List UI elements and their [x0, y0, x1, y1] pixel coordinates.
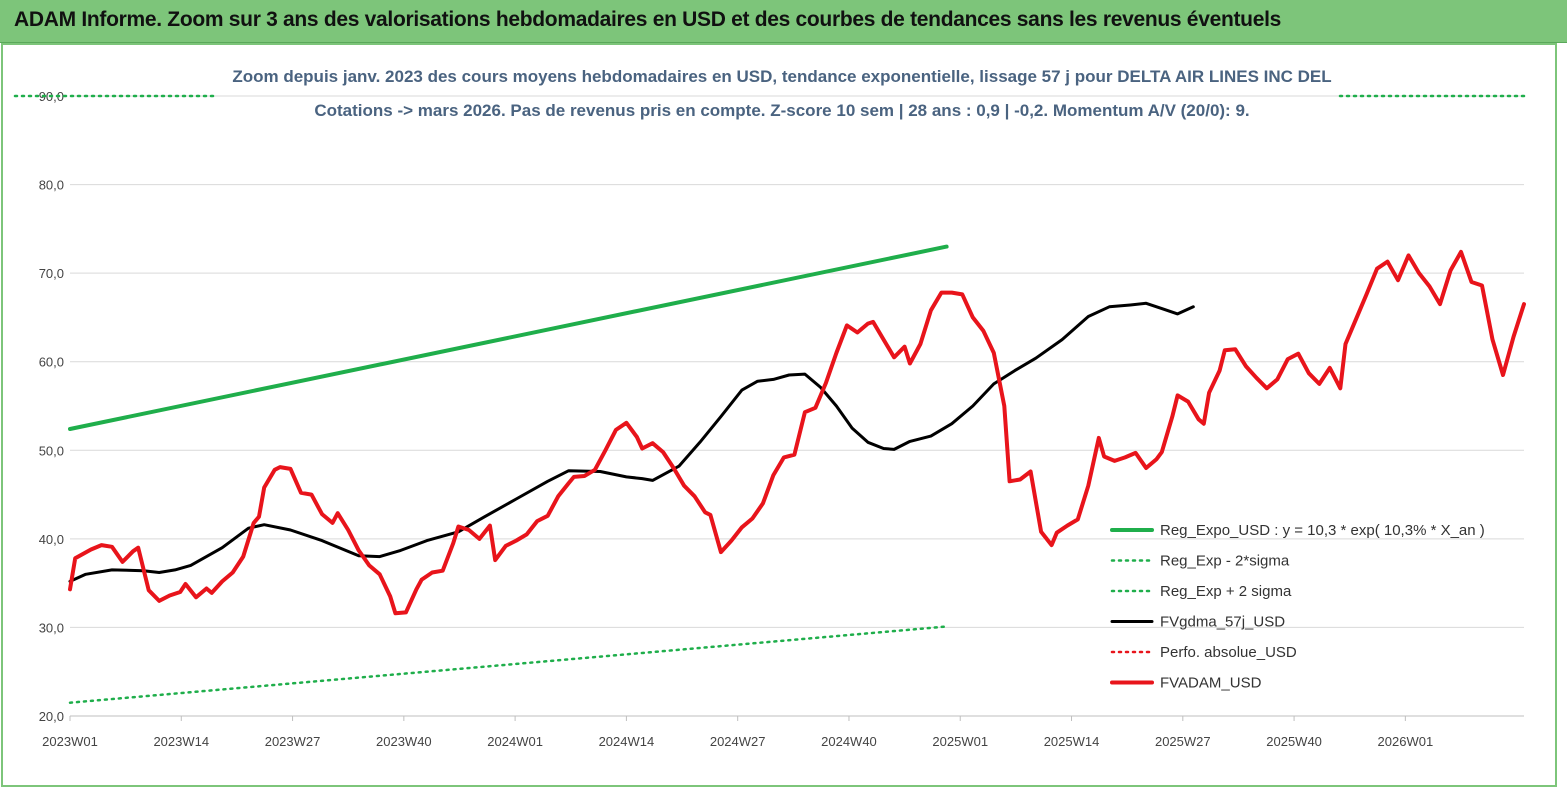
series-line-3	[68, 301, 1195, 583]
y-axis: 20,030,040,050,060,070,080,090,0	[39, 89, 64, 724]
y-tick-label: 60,0	[39, 355, 64, 370]
series-line-4	[68, 249, 1526, 616]
y-tick-label: 30,0	[39, 620, 64, 635]
series-line-0	[68, 625, 948, 704]
legend-label: Perfo. absolue_USD	[1160, 644, 1297, 661]
x-tick-label: 2024W27	[710, 734, 766, 749]
x-tick-label: 2025W01	[932, 734, 988, 749]
x-tick-label: 2026W01	[1378, 734, 1434, 749]
y-tick-label: 40,0	[39, 532, 64, 547]
x-tick-label: 2023W01	[42, 734, 98, 749]
chart-subtitle: Cotations -> mars 2026. Pas de revenus p…	[314, 101, 1249, 120]
y-tick-label: 70,0	[39, 266, 64, 281]
x-tick-label: 2025W40	[1266, 734, 1322, 749]
legend-label: Reg_Exp - 2*sigma	[1160, 553, 1290, 570]
legend-label: FVADAM_USD	[1160, 675, 1262, 692]
y-tick-label: 50,0	[39, 443, 64, 458]
x-tick-label: 2025W14	[1044, 734, 1100, 749]
legend-label: Reg_Expo_USD : y = 10,3 * exp( 10,3% * X…	[1160, 522, 1485, 539]
series-layer	[13, 94, 1526, 704]
series-line-2	[68, 244, 949, 431]
x-tick-label: 2025W27	[1155, 734, 1211, 749]
legend: Reg_Expo_USD : y = 10,3 * exp( 10,3% * X…	[1110, 522, 1485, 692]
x-tick-label: 2024W14	[599, 734, 655, 749]
x-tick-label: 2023W40	[376, 734, 432, 749]
x-axis: 2023W01 2023W14 2023W27 2023W40 2024W01 2024W…	[42, 716, 1433, 749]
legend-label: FVgdma_57j_USD	[1160, 614, 1285, 631]
x-tick-label: 2023W14	[153, 734, 209, 749]
x-tick-label: 2024W01	[487, 734, 543, 749]
chart-frame	[1, 43, 1557, 787]
y-tick-label: 80,0	[39, 178, 64, 193]
banner-title: ADAM Informe. Zoom sur 3 ans des valoris…	[14, 8, 1281, 31]
title-banner: ADAM Informe. Zoom sur 3 ans des valoris…	[0, 0, 1567, 43]
x-tick-label: 2024W40	[821, 734, 877, 749]
x-tick-label: 2023W27	[265, 734, 321, 749]
gridlines	[70, 95, 1524, 717]
y-tick-label: 20,0	[39, 709, 64, 724]
legend-label: Reg_Exp + 2 sigma	[1160, 583, 1292, 600]
chart-title: Zoom depuis janv. 2023 des cours moyens …	[232, 67, 1331, 86]
